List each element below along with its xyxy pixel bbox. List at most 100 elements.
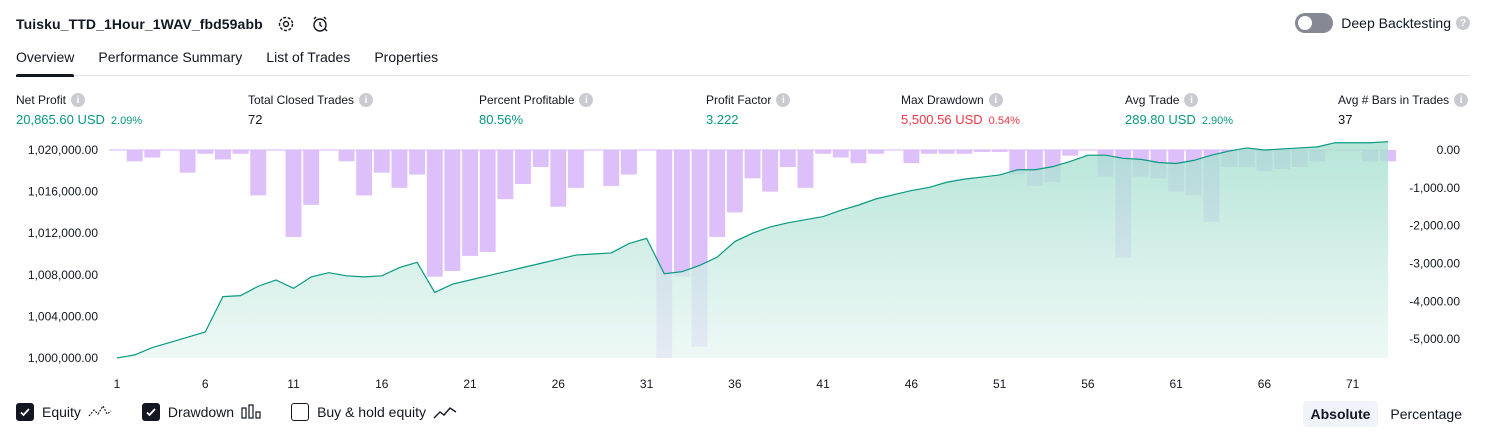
- drawdown-bar: [338, 150, 355, 162]
- drawdown-bar: [726, 150, 743, 213]
- metric-value: 289.80 USD: [1125, 112, 1196, 127]
- alert-clock-icon[interactable]: [311, 15, 329, 33]
- metric-total-closed-trades: Total Closed Trades i 72: [248, 93, 374, 127]
- help-icon[interactable]: i: [359, 93, 374, 107]
- metric-label: Net Profit: [16, 93, 67, 107]
- metric-value: 72: [248, 112, 263, 127]
- drawdown-bar: [250, 150, 267, 196]
- drawdown-checkbox[interactable]: [141, 403, 160, 421]
- metric-percent: 2.09%: [110, 115, 143, 127]
- drawdown-bar: [550, 150, 567, 207]
- metric-label: Avg # Bars in Trades: [1338, 93, 1450, 107]
- display-mode: Absolute Percentage: [1299, 401, 1471, 427]
- drawdown-bar: [479, 150, 496, 253]
- x-tick-label: 36: [728, 377, 742, 391]
- tab-properties[interactable]: Properties: [374, 49, 439, 65]
- metric-avg-trade: Avg Trade i 289.80 USD 2.90%: [1125, 93, 1233, 127]
- help-icon[interactable]: ?: [1456, 16, 1470, 30]
- metric-value: 80.56%: [479, 112, 524, 127]
- x-tick-label: 71: [1346, 377, 1360, 391]
- drawdown-bar: [762, 150, 779, 192]
- drawdown-bar: [709, 150, 726, 237]
- drawdown-bar: [956, 150, 973, 154]
- help-icon[interactable]: i: [1184, 93, 1199, 107]
- legend-label: Buy & hold equity: [317, 404, 427, 420]
- x-tick-label: 16: [375, 377, 389, 391]
- right-tick-label: -4,000.00: [1409, 294, 1460, 308]
- toggle-knob: [1298, 16, 1313, 30]
- left-tick-label: 1,016,000.00: [28, 185, 98, 199]
- help-icon[interactable]: i: [988, 93, 1003, 107]
- tab-performance-summary[interactable]: Performance Summary: [98, 49, 243, 65]
- left-tick-label: 1,008,000.00: [28, 268, 98, 282]
- equity-drawdown-chart[interactable]: 1,020,000.00 1,016,000.00 1,012,000.00 1,00…: [0, 140, 1486, 395]
- right-tick-label: -2,000.00: [1409, 219, 1460, 233]
- drawdown-bar: [620, 150, 637, 175]
- help-icon[interactable]: i: [1454, 93, 1469, 107]
- equity-line: [116, 141, 1389, 359]
- right-tick-label: -3,000.00: [1409, 256, 1460, 270]
- drawdown-bar: [462, 150, 478, 256]
- equity-series: [116, 141, 1389, 359]
- settings-icon[interactable]: [277, 15, 295, 33]
- help-icon[interactable]: i: [71, 93, 86, 107]
- drawdown-bar: [974, 150, 990, 152]
- equity-area: [117, 141, 1388, 358]
- help-icon[interactable]: i: [579, 93, 594, 107]
- drawdown-bar: [938, 150, 955, 154]
- tab-list-of-trades[interactable]: List of Trades: [266, 49, 351, 65]
- x-tick-label: 41: [816, 377, 830, 391]
- legend-drawdown[interactable]: Drawdown: [141, 403, 261, 421]
- drawdown-bar: [797, 150, 814, 188]
- x-tick-label: 46: [905, 377, 919, 391]
- metric-percent-profitable: Percent Profitable i 80.56%: [479, 93, 594, 127]
- absolute-button[interactable]: Absolute: [1302, 401, 1379, 427]
- left-axis: 1,020,000.00 1,016,000.00 1,012,000.00 1,00…: [28, 143, 98, 365]
- left-tick-label: 1,020,000.00: [28, 143, 98, 157]
- metric-value: 37: [1338, 112, 1353, 127]
- deep-backtesting-toggle[interactable]: [1295, 13, 1334, 33]
- drawdown-bar: [1009, 150, 1026, 175]
- left-tick-label: 1,012,000.00: [28, 226, 98, 240]
- drawdown-bar: [232, 150, 249, 154]
- metric-value: 20,865.60 USD: [16, 112, 105, 127]
- tab-overview[interactable]: Overview: [16, 44, 75, 77]
- x-tick-label: 6: [202, 377, 209, 391]
- legend-equity[interactable]: Equity: [16, 403, 112, 421]
- drawdown-bar: [779, 150, 796, 168]
- strategy-title: Tuisku_TTD_1Hour_1WAV_fbd59abb: [16, 16, 263, 32]
- legend-buy-hold[interactable]: Buy & hold equity: [291, 403, 457, 421]
- drawdown-bar: [497, 150, 514, 200]
- help-icon[interactable]: i: [776, 93, 791, 107]
- metric-value: 3.222: [706, 112, 739, 127]
- drawdown-bar: [373, 150, 390, 173]
- drawdown-bar: [568, 150, 584, 188]
- legend-label: Drawdown: [167, 404, 235, 420]
- drawdown-bar: [285, 150, 302, 237]
- drawdown-bar: [426, 150, 443, 277]
- drawdown-bar: [303, 150, 320, 205]
- x-tick-label: 1: [114, 377, 121, 391]
- percentage-button[interactable]: Percentage: [1390, 406, 1462, 422]
- drawdown-bar: [815, 150, 832, 154]
- equity-line-icon: [88, 404, 112, 420]
- metric-percent: 2.90%: [1201, 115, 1234, 127]
- x-tick-label: 51: [993, 377, 1007, 391]
- x-tick-label: 26: [552, 377, 566, 391]
- equity-checkbox[interactable]: [16, 403, 34, 421]
- metric-label: Total Closed Trades: [248, 93, 355, 107]
- drawdown-bar: [515, 150, 531, 185]
- drawdown-bar: [850, 150, 867, 164]
- drawdown-bar: [409, 150, 426, 175]
- metric-percent: 0.54%: [988, 115, 1020, 127]
- metric-label: Avg Trade: [1125, 93, 1180, 107]
- left-tick-label: 1,004,000.00: [28, 309, 98, 323]
- drawdown-bar: [356, 150, 373, 196]
- drawdown-bar: [532, 150, 549, 168]
- metric-max-drawdown: Max Drawdown i 5,500.56 USD 0.54%: [901, 93, 1020, 127]
- metric-profit-factor: Profit Factor i 3.222: [706, 93, 791, 127]
- drawdown-bar: [744, 150, 761, 179]
- strategy-header: Tuisku_TTD_1Hour_1WAV_fbd59abb: [16, 12, 329, 36]
- drawdown-bar: [673, 150, 690, 277]
- buy-hold-checkbox[interactable]: [291, 403, 310, 421]
